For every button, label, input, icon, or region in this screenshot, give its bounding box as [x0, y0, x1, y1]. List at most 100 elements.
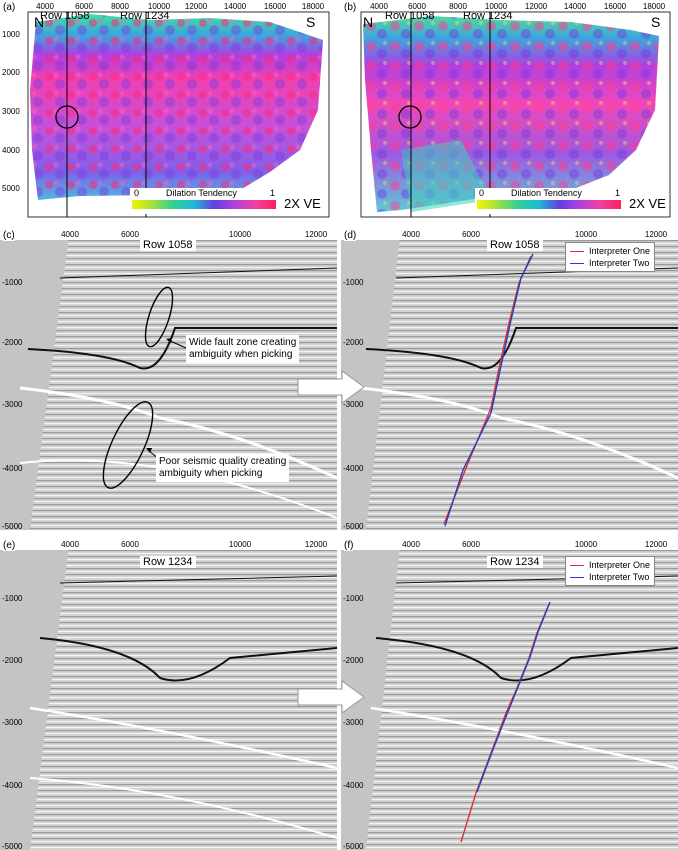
x-tick: 10000 — [228, 540, 252, 549]
x-tick: 6000 — [75, 2, 93, 11]
annotation-text: Poor seismic quality creating ambiguity … — [159, 456, 287, 479]
x-tick: 10000 — [574, 230, 598, 239]
x-tick: 16000 — [263, 2, 287, 11]
right-arrow-icon — [297, 680, 365, 714]
x-tick: 6000 — [462, 230, 480, 239]
x-axis-ticks: 4000 6000 10000 12000 — [0, 230, 337, 242]
x-axis-ticks: 4000 6000 10000 12000 — [341, 540, 678, 552]
legend-item-interpreter-two: Interpreter Two — [570, 571, 650, 583]
colorbar-gradient — [477, 200, 621, 209]
section-title: Row 1234 — [140, 556, 196, 568]
x-tick: 4000 — [61, 230, 79, 239]
x-tick: 10000 — [484, 2, 508, 11]
seismic-d-graphic — [341, 228, 678, 530]
x-tick: 8000 — [449, 2, 467, 11]
y-tick: -4000 — [343, 464, 364, 473]
x-tick: 10000 — [147, 2, 171, 11]
y-tick: -2000 — [2, 338, 23, 347]
y-tick: -2000 — [343, 656, 364, 665]
legend-label: Interpreter Two — [589, 258, 650, 268]
legend-swatch-red — [570, 250, 584, 252]
y-tick: -3000 — [2, 400, 23, 409]
colorbar: Dilation Tendency 0 1 — [475, 188, 625, 214]
north-label: N — [34, 14, 45, 30]
y-tick: -1000 — [343, 594, 364, 603]
seismic-f-graphic — [341, 538, 678, 850]
seismic-e-graphic — [0, 538, 337, 850]
wide-fault-zone-annotation: Wide fault zone creating ambiguity when … — [186, 335, 300, 363]
poor-quality-annotation: Poor seismic quality creating ambiguity … — [156, 454, 290, 482]
y-tick: -4000 — [343, 781, 364, 790]
panel-label: (e) — [3, 540, 16, 551]
legend-label: Interpreter Two — [589, 572, 650, 582]
legend: Interpreter One Interpreter Two — [565, 242, 656, 272]
y-tick: -5000 — [343, 522, 364, 530]
x-tick: 14000 — [563, 2, 587, 11]
x-tick: 12000 — [524, 2, 548, 11]
legend-swatch-red — [570, 564, 584, 566]
x-tick: 4000 — [370, 2, 388, 11]
legend-label: Interpreter One — [589, 246, 651, 256]
x-tick: 6000 — [462, 540, 480, 549]
row-1234-label: Row 1234 — [463, 10, 513, 22]
y-tick: -4000 — [2, 781, 23, 790]
colorbar-title: Dilation Tendency — [511, 188, 582, 198]
x-axis-ticks: 4000 6000 10000 12000 — [0, 540, 337, 552]
x-tick: 16000 — [603, 2, 627, 11]
legend-label: Interpreter One — [589, 560, 651, 570]
panel-f-seismic-section: (f) 4000 6000 10000 12000 -1000 -2000 -3… — [341, 538, 678, 850]
y-tick: -3000 — [343, 718, 364, 727]
colorbar: Dilation Tendency 0 1 — [130, 188, 280, 214]
row-1058-label: Row 1058 — [40, 10, 90, 22]
x-axis-ticks: 4000 6000 8000 10000 12000 14000 16000 1… — [341, 2, 678, 14]
y-tick: -2000 — [2, 656, 23, 665]
interpreter-two-fault-pick — [476, 601, 551, 793]
y-tick: 2000 — [2, 68, 20, 77]
legend-item-interpreter-two: Interpreter Two — [570, 257, 650, 269]
y-tick: -3000 — [2, 718, 23, 727]
seismic-c-graphic — [0, 228, 337, 530]
colorbar-min: 0 — [134, 188, 140, 198]
south-label: S — [306, 14, 316, 30]
x-tick: 4000 — [36, 2, 54, 11]
x-tick: 10000 — [574, 540, 598, 549]
panel-a-dilation-map: (a) 4000 6000 8000 10000 12000 14000 160… — [0, 0, 337, 218]
panel-label: (f) — [344, 540, 354, 551]
panel-d-seismic-section: (d) 4000 6000 10000 12000 -1000 -2000 -3… — [341, 228, 678, 530]
legend-item-interpreter-one: Interpreter One — [570, 245, 650, 257]
colorbar-max: 1 — [615, 188, 621, 198]
x-tick: 12000 — [304, 230, 328, 239]
y-tick: -5000 — [2, 842, 23, 850]
vertical-exaggeration-label: 2X VE — [284, 196, 321, 211]
y-tick: -3000 — [343, 400, 364, 409]
legend-swatch-blue — [570, 576, 584, 578]
panel-label: (b) — [344, 2, 357, 13]
panel-label: (c) — [3, 230, 15, 241]
north-label: N — [363, 14, 374, 30]
y-tick: -2000 — [343, 338, 364, 347]
x-tick: 10000 — [228, 230, 252, 239]
y-tick: -5000 — [343, 842, 364, 850]
section-title: Row 1058 — [487, 239, 543, 251]
y-tick: -4000 — [2, 464, 23, 473]
legend-swatch-blue — [570, 262, 584, 264]
row-1058-label: Row 1058 — [385, 10, 435, 22]
x-tick: 6000 — [408, 2, 426, 11]
y-tick: -1000 — [2, 278, 23, 287]
vertical-exaggeration-label: 2X VE — [629, 196, 666, 211]
y-tick: 1000 — [2, 30, 20, 39]
x-tick: 12000 — [644, 540, 668, 549]
x-tick: 8000 — [111, 2, 129, 11]
south-label: S — [651, 14, 661, 30]
panel-label: (d) — [344, 230, 357, 241]
legend: Interpreter One Interpreter Two — [565, 556, 656, 586]
x-tick: 12000 — [184, 2, 208, 11]
x-tick: 12000 — [644, 230, 668, 239]
x-tick: 6000 — [121, 230, 139, 239]
y-tick: -5000 — [2, 522, 23, 530]
y-tick: 4000 — [2, 146, 20, 155]
x-tick: 4000 — [402, 540, 420, 549]
annotation-text: Wide fault zone creating ambiguity when … — [189, 337, 297, 360]
map-a-graphic — [27, 11, 330, 218]
x-tick: 4000 — [61, 540, 79, 549]
